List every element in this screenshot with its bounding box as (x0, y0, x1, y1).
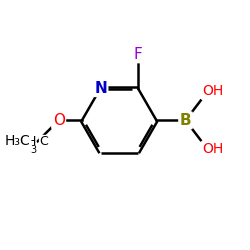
Text: OH: OH (202, 142, 223, 156)
Text: 3: 3 (30, 145, 36, 155)
Text: C: C (39, 135, 48, 148)
Text: F: F (134, 47, 142, 62)
Text: N: N (94, 80, 107, 96)
Text: B: B (180, 113, 191, 128)
Text: H₃C: H₃C (5, 134, 31, 148)
Text: OH: OH (202, 84, 223, 98)
Text: O: O (53, 113, 65, 128)
Text: H: H (27, 135, 36, 148)
